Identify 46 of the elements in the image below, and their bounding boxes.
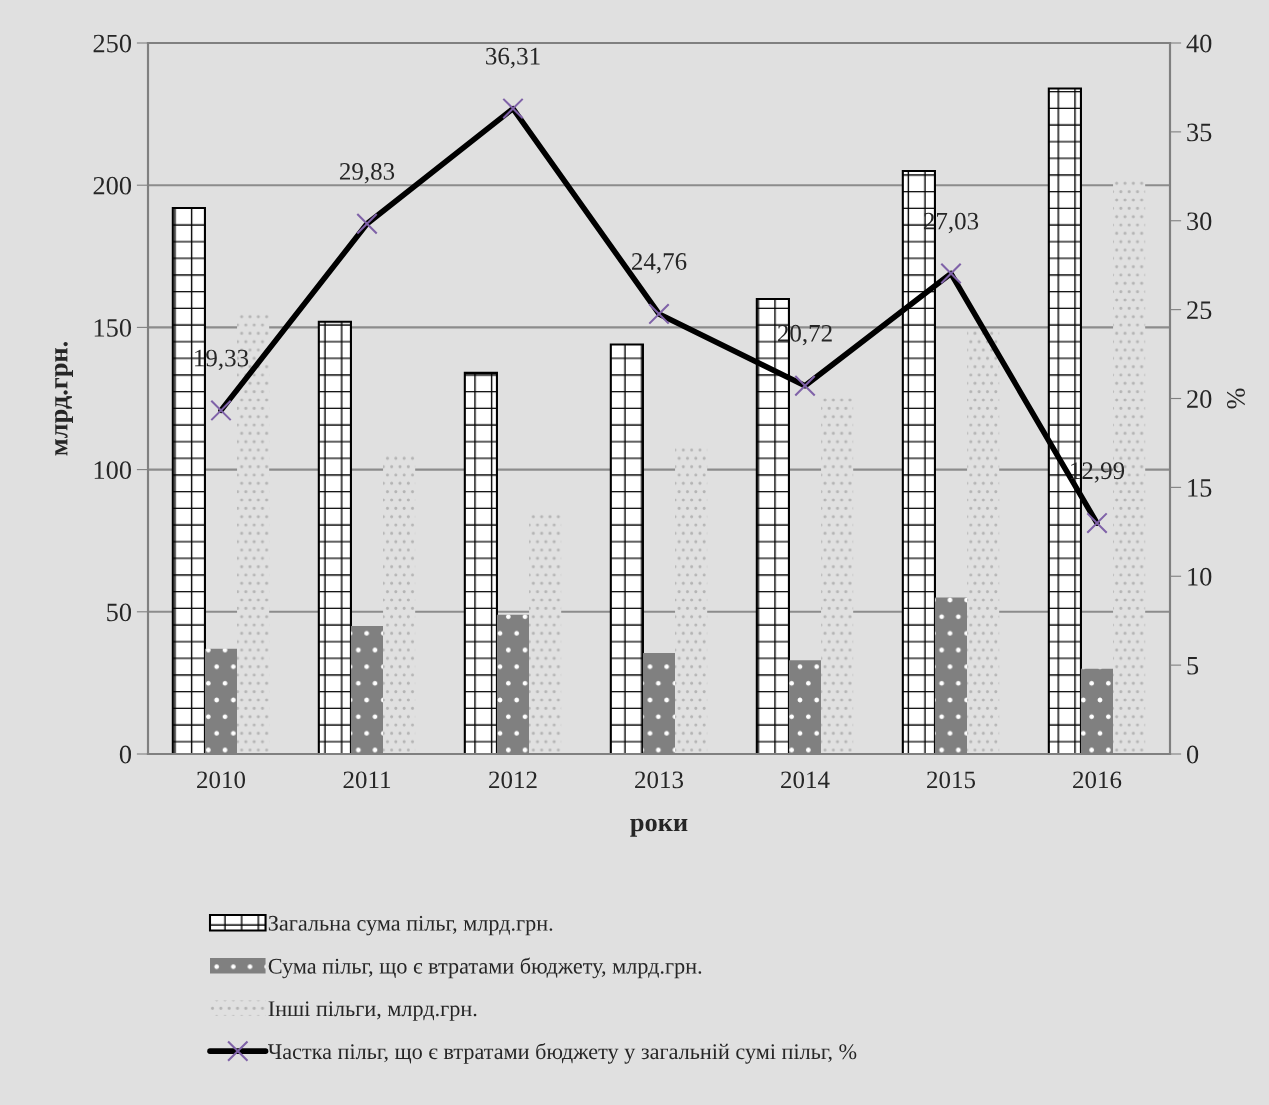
y-tick-label: 250 bbox=[93, 34, 132, 53]
y-tick-label: 0 bbox=[119, 745, 132, 764]
y2-tick-label: 35 bbox=[1187, 123, 1212, 142]
bar bbox=[642, 653, 676, 754]
x-tick-label: 2016 bbox=[1073, 771, 1122, 789]
bar bbox=[934, 597, 968, 754]
bar bbox=[317, 320, 352, 754]
y-tick-label: 50 bbox=[107, 603, 132, 622]
y2-tick-label: 15 bbox=[1188, 479, 1212, 497]
data-label: 36,31 bbox=[486, 47, 540, 69]
x-tick-label: 2012 bbox=[489, 771, 537, 789]
bar bbox=[967, 330, 1000, 754]
y2-tick-label: 5 bbox=[1187, 657, 1199, 675]
bar bbox=[204, 648, 238, 754]
y2-tick-label: 40 bbox=[1186, 34, 1212, 53]
legend-label: Інші пільги, млрд.грн. bbox=[268, 1001, 477, 1021]
x-tick-label: 2014 bbox=[781, 771, 830, 789]
y-tick-label: 150 bbox=[94, 319, 132, 337]
bar bbox=[821, 395, 854, 754]
bar bbox=[1080, 668, 1114, 754]
y2-tick-label: 25 bbox=[1187, 301, 1212, 320]
legend-label: Частка пільг, що є втратами бюджету у загальній сумі пільг, % bbox=[268, 1043, 857, 1064]
legend-label: Сума пільг, що є втратами бюджету, млрд.грн. bbox=[268, 957, 702, 979]
bar bbox=[463, 371, 498, 754]
bar bbox=[496, 614, 530, 754]
y2-axis-title: % bbox=[1227, 388, 1245, 409]
x-tick-label: 2013 bbox=[635, 771, 684, 789]
y2-tick-label: 10 bbox=[1188, 567, 1212, 586]
x-tick-label: 2015 bbox=[927, 771, 976, 789]
bar bbox=[788, 660, 822, 754]
data-label: 24,76 bbox=[631, 253, 687, 274]
x-tick-label: 2010 bbox=[197, 771, 246, 789]
y2-tick-label: 20 bbox=[1187, 390, 1212, 408]
data-label: 29,83 bbox=[339, 162, 395, 184]
bar bbox=[675, 446, 708, 754]
y2-tick-label: 30 bbox=[1187, 212, 1212, 231]
y2-tick-label: 0 bbox=[1186, 745, 1199, 764]
bar bbox=[350, 626, 384, 754]
legend-label: Загальна сума пільг, млрд.грн. bbox=[268, 915, 553, 936]
y-tick-label: 100 bbox=[94, 461, 132, 480]
y-axis-title: млрд.грн. bbox=[54, 341, 73, 456]
bar bbox=[529, 512, 562, 754]
bar bbox=[609, 343, 644, 754]
x-tick-label: 2011 bbox=[343, 771, 391, 789]
y-tick-label: 200 bbox=[93, 176, 132, 195]
x-axis-title: роки bbox=[630, 818, 688, 837]
